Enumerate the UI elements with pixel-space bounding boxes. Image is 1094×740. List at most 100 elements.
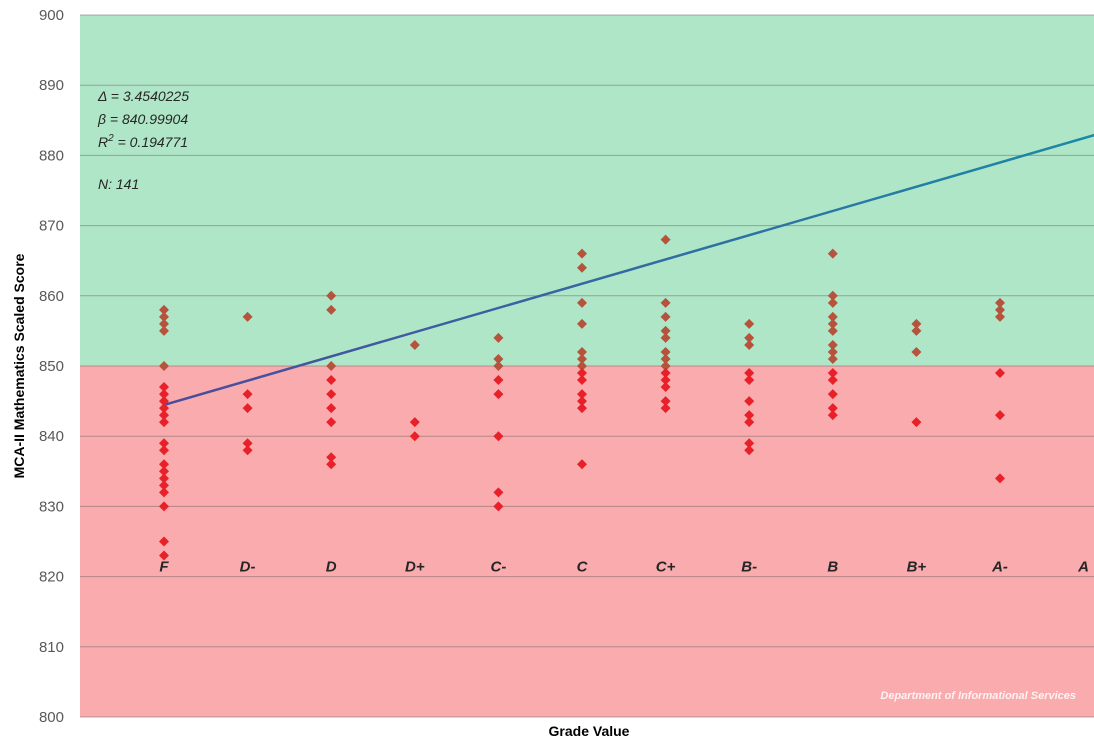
data-point [911, 325, 922, 336]
data-point [326, 459, 337, 470]
data-point [326, 304, 337, 315]
data-point [159, 480, 169, 491]
data-point [660, 234, 671, 245]
data-point [242, 389, 253, 400]
data-point [827, 311, 838, 322]
data-point [911, 346, 922, 357]
data-point [493, 501, 504, 512]
data-point [159, 325, 169, 336]
data-point [326, 375, 337, 386]
data-point [744, 445, 755, 456]
data-point [577, 389, 587, 400]
x-category-label: D [326, 559, 337, 576]
regression-line [163, 133, 1094, 407]
data-point [493, 389, 504, 400]
y-tick-label: 810 [39, 639, 64, 656]
y-tick-label: 890 [39, 77, 64, 94]
data-point [159, 396, 169, 407]
data-point [577, 353, 587, 364]
data-point [326, 452, 337, 463]
data-point [577, 318, 587, 329]
data-point [995, 410, 1005, 421]
data-point [827, 389, 838, 400]
data-point [744, 438, 755, 449]
y-tick-label: 860 [39, 288, 64, 305]
data-point [159, 410, 169, 421]
data-point [744, 318, 755, 329]
data-point [409, 431, 420, 442]
data-point [577, 375, 587, 386]
x-category-label: D- [240, 559, 256, 576]
data-point [660, 346, 671, 357]
data-point [827, 318, 838, 329]
x-category-label: C [577, 559, 589, 576]
data-point [493, 353, 504, 364]
data-point [242, 403, 253, 414]
data-point [577, 368, 587, 379]
data-point [326, 290, 337, 301]
data-point [911, 318, 922, 329]
data-point [827, 325, 838, 336]
data-point [242, 445, 253, 456]
data-point [159, 361, 169, 371]
data-point [159, 417, 169, 428]
y-axis-title: MCA-II Mathematics Scaled Score [11, 253, 27, 478]
data-point [995, 368, 1005, 379]
data-point [159, 501, 169, 512]
data-point [493, 375, 504, 386]
data-point [159, 536, 169, 547]
data-point [827, 290, 838, 301]
data-point [577, 361, 587, 371]
gridlines [80, 14, 1094, 718]
data-point [242, 311, 253, 322]
data-point [409, 339, 420, 350]
y-axis-ticks: 800 810 820 830 840 850 860 870 880 890 900 [39, 7, 64, 726]
data-point [159, 445, 169, 456]
data-point [326, 361, 337, 371]
data-point [660, 403, 671, 414]
data-point [159, 403, 169, 414]
data-point [660, 368, 671, 379]
data-point [744, 375, 755, 386]
data-point [827, 353, 838, 364]
data-point [493, 431, 504, 442]
data-point [493, 332, 504, 343]
data-point [660, 325, 671, 336]
data-point [159, 459, 169, 470]
data-point [660, 311, 671, 322]
data-point [326, 389, 337, 400]
data-point [827, 248, 838, 259]
x-category-label: B- [741, 559, 757, 576]
data-point [159, 304, 169, 315]
data-point [827, 368, 838, 379]
data-point [827, 339, 838, 350]
data-point [827, 346, 838, 357]
data-point [577, 297, 587, 308]
x-category-label: A- [991, 559, 1008, 576]
data-point [744, 410, 755, 421]
data-point [242, 438, 253, 449]
score-zones [80, 15, 1094, 717]
y-tick-label: 880 [39, 147, 64, 164]
data-point [827, 403, 838, 414]
data-point [577, 262, 587, 273]
stat-beta: β = 840.99904 [97, 111, 188, 127]
x-category-label: B [827, 559, 838, 576]
y-tick-label: 800 [39, 709, 64, 726]
data-point [995, 473, 1005, 484]
data-points [159, 234, 1005, 561]
stats-box: Δ = 3.4540225 β = 840.99904 R2 = 0.19477… [97, 88, 189, 192]
data-point [660, 361, 671, 371]
data-point [995, 297, 1005, 308]
data-point [995, 311, 1005, 322]
x-axis-categories: F D- D D+ C- C C+ B- B B+ A- A [159, 559, 1089, 576]
data-point [660, 396, 671, 407]
x-category-label: C+ [656, 559, 676, 576]
data-point [159, 389, 169, 400]
data-point [326, 403, 337, 414]
data-point [744, 339, 755, 350]
data-point [577, 459, 587, 470]
data-point [660, 332, 671, 343]
data-point [744, 417, 755, 428]
